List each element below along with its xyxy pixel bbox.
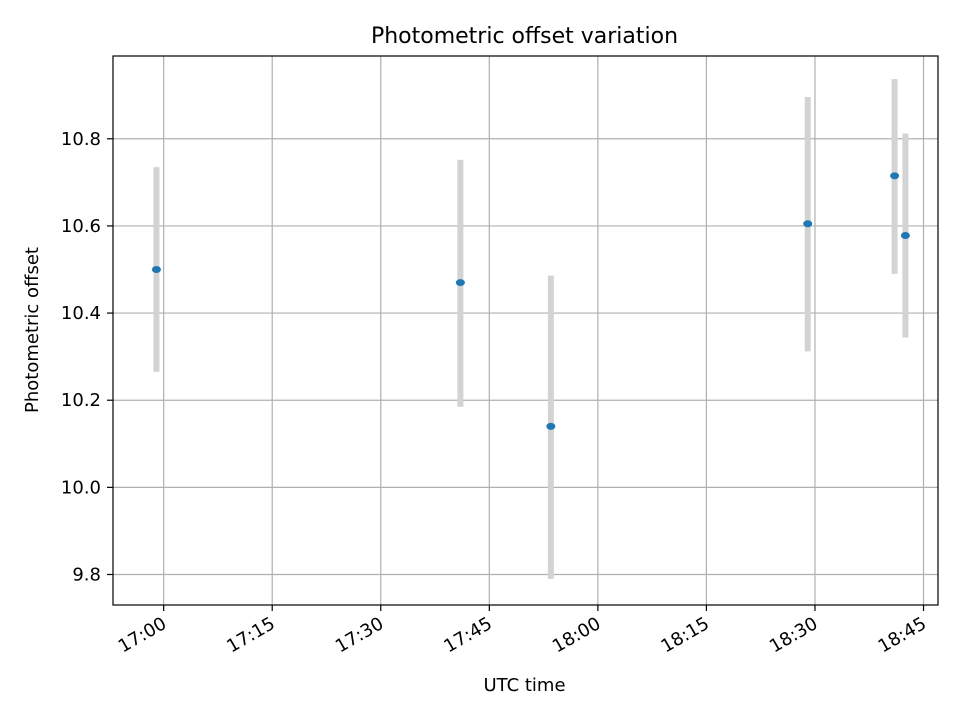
- data-point: [803, 220, 813, 228]
- chart-title: Photometric offset variation: [371, 24, 678, 49]
- y-tick-label: 10.6: [61, 216, 101, 237]
- x-tick-label: 17:45: [440, 613, 495, 657]
- x-axis-label: UTC time: [483, 675, 565, 696]
- data-point: [151, 266, 161, 273]
- data-series: [151, 79, 910, 579]
- x-tick-label: 18:00: [549, 613, 604, 657]
- y-tick-label: 10.8: [61, 129, 101, 150]
- x-tick-label: 18:30: [766, 613, 821, 657]
- x-tick-label: 17:30: [332, 613, 387, 657]
- x-tick-label: 18:15: [657, 613, 712, 657]
- y-tick-label: 10.4: [61, 303, 101, 324]
- x-tick-label: 18:45: [875, 613, 930, 657]
- data-point: [900, 232, 910, 240]
- grid-lines: [113, 56, 938, 605]
- data-point: [546, 422, 556, 430]
- y-tick-label: 10.0: [61, 477, 101, 498]
- data-point: [455, 279, 465, 287]
- x-tick-label: 17:00: [115, 613, 170, 657]
- y-axis-label: Photometric offset: [22, 247, 43, 413]
- plot-frame: [112, 55, 939, 606]
- axis-ticks: 17:00 17:15 17:30 17:45 18:00 18:15 18:30 18:45…: [61, 129, 930, 657]
- x-tick-label: 17:15: [223, 613, 278, 657]
- y-tick-label: 10.2: [61, 390, 101, 411]
- y-tick-label: 9.8: [72, 565, 101, 586]
- data-point: [890, 172, 900, 180]
